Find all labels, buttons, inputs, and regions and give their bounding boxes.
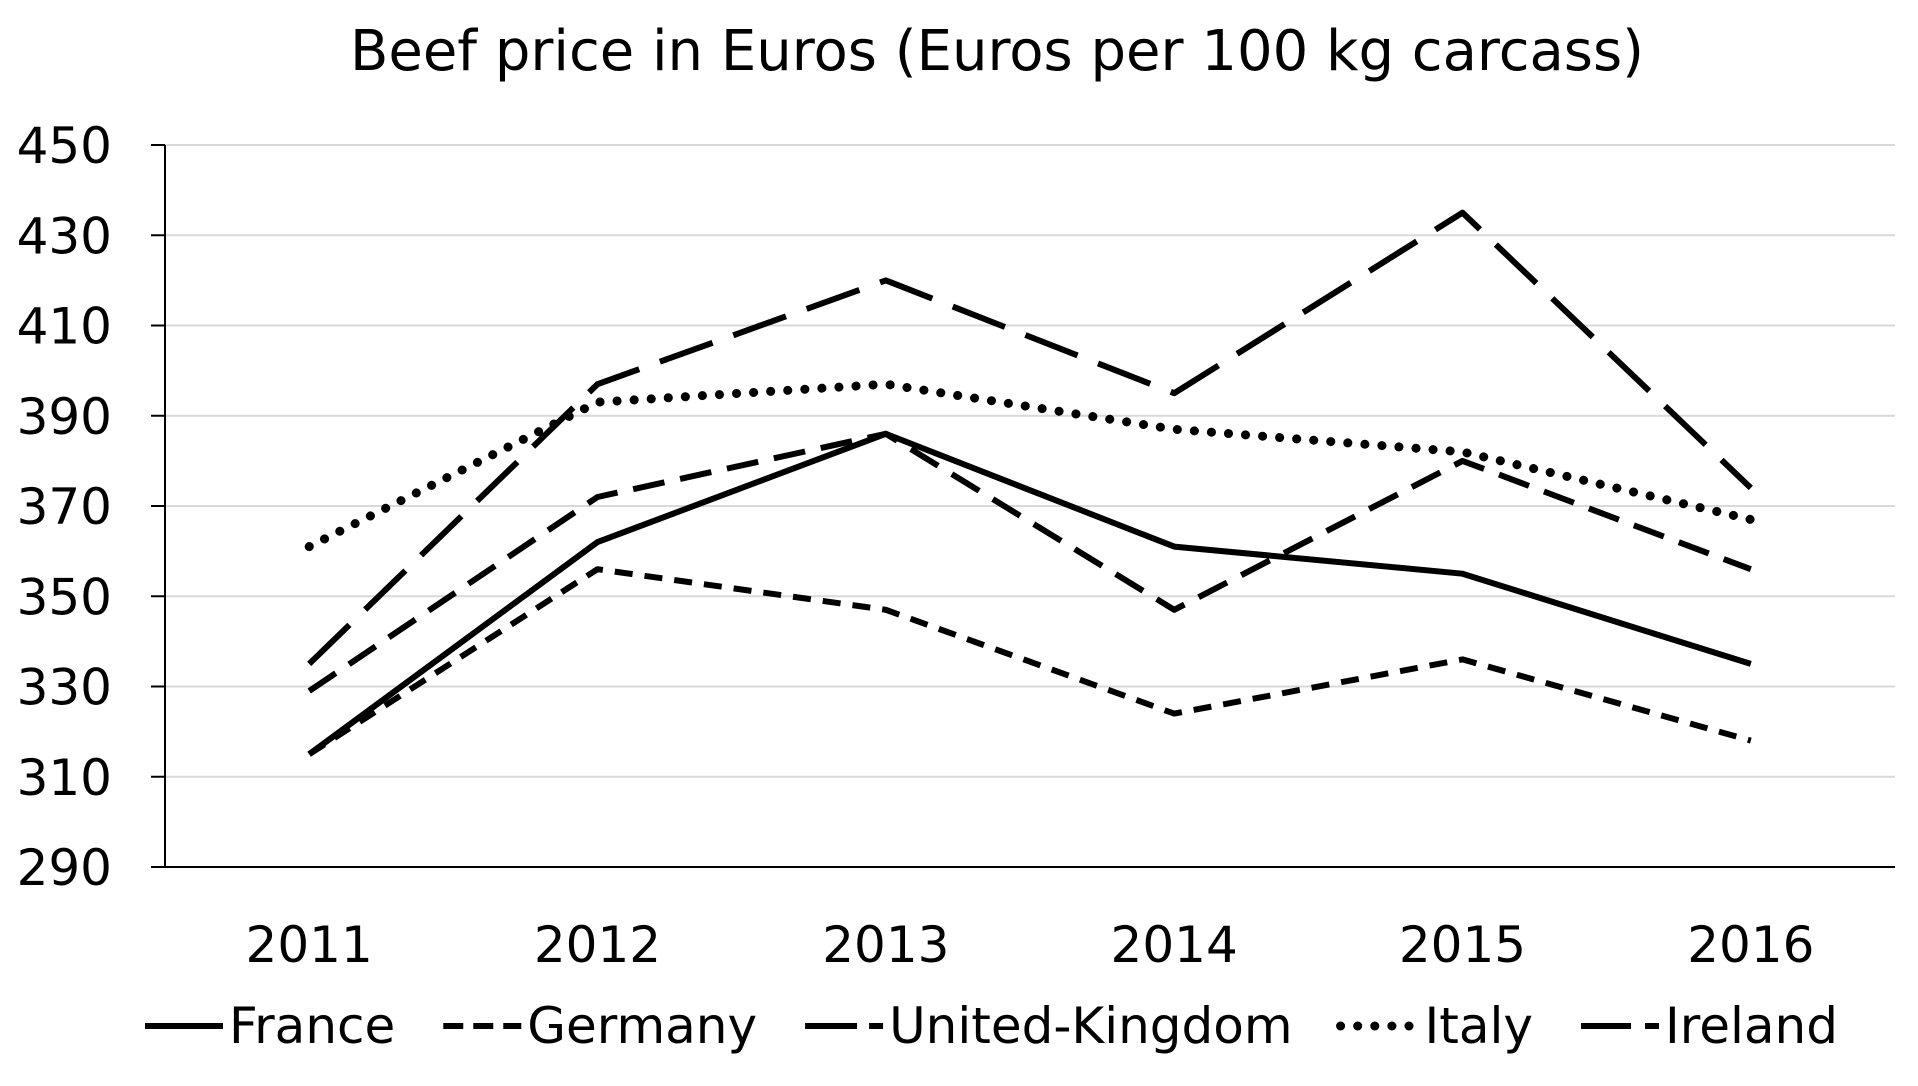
legend-label: Germany <box>527 997 757 1055</box>
legend-item-italy: Italy <box>1336 997 1533 1055</box>
y-tick-label: 290 <box>17 839 112 897</box>
legend-item-germany: Germany <box>443 997 757 1055</box>
series-line-united-kingdom <box>307 430 1752 694</box>
legend-label: Italy <box>1425 997 1533 1055</box>
y-tick-label: 450 <box>17 117 112 175</box>
series-lines <box>304 209 1756 757</box>
y-tick-label: 350 <box>17 568 112 626</box>
legend-label: Ireland <box>1665 997 1838 1055</box>
y-tick-label: 310 <box>17 749 112 807</box>
x-tick-label: 2014 <box>1111 916 1238 974</box>
y-tick-label: 410 <box>17 298 112 356</box>
gridlines <box>165 144 1895 778</box>
chart-title: Beef price in Euros (Euros per 100 kg ca… <box>350 19 1644 84</box>
y-tick-label: 370 <box>17 478 112 536</box>
x-tick-label: 2013 <box>822 916 949 974</box>
x-tick-label: 2011 <box>246 916 373 974</box>
axes <box>151 144 1895 868</box>
x-tick-label: 2016 <box>1687 916 1814 974</box>
legend-item-france: France <box>145 997 395 1055</box>
y-tick-label: 390 <box>17 388 112 446</box>
tick-labels: 450 430 410 390 370 350 330 310 290 2011 2012 2013 2… <box>17 117 1815 974</box>
y-tick-label: 430 <box>17 207 112 265</box>
series-line-germany <box>307 566 1752 757</box>
x-tick-label: 2015 <box>1399 916 1526 974</box>
legend-item-ireland: Ireland <box>1581 997 1838 1055</box>
y-tick-label: 330 <box>17 659 112 717</box>
legend-label: United-Kingdom <box>889 997 1292 1055</box>
x-tick-label: 2012 <box>534 916 661 974</box>
series-line-france <box>307 430 1752 757</box>
legend-item-united-kingdom: United-Kingdom <box>805 997 1293 1055</box>
legend: France Germany United-Kingdom Italy Ireland <box>145 997 1838 1055</box>
series-line-ireland <box>307 209 1753 667</box>
legend-label: France <box>229 997 395 1055</box>
